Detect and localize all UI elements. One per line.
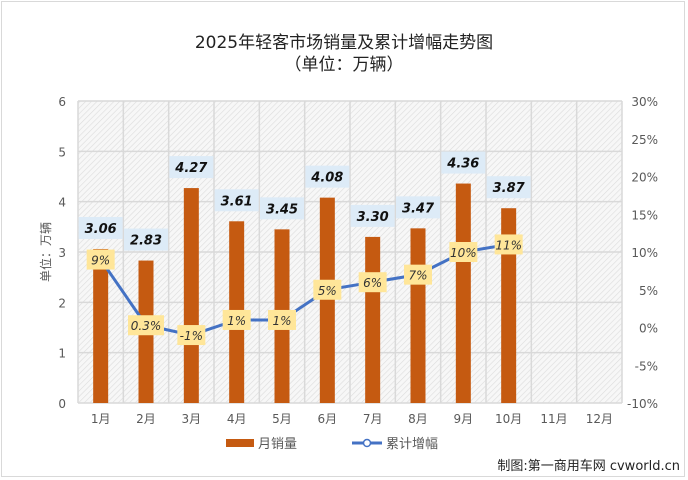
line-data-label: 1% xyxy=(272,314,291,328)
y2-tick-label: 25% xyxy=(631,133,658,147)
x-tick-label: 4月 xyxy=(227,412,247,426)
y-tick-label: 2 xyxy=(58,296,66,310)
x-tick-label: 10月 xyxy=(495,412,522,426)
legend-bar-label: 月销量 xyxy=(258,437,297,452)
line-label-bg xyxy=(449,242,478,262)
line-series xyxy=(99,242,509,337)
line-data-label: 9% xyxy=(91,254,110,268)
bar-label-bg xyxy=(78,216,123,239)
line-data-label: 0.3% xyxy=(131,319,162,333)
x-tick-label: 11月 xyxy=(540,412,567,426)
line-label-bg xyxy=(128,315,164,336)
y-tick-label: 4 xyxy=(58,196,66,210)
bar-label-bg xyxy=(350,204,395,227)
bar-data-label: 3.87 xyxy=(493,181,526,196)
bar-label-bg xyxy=(441,151,486,174)
line-label-bg xyxy=(222,309,251,330)
y-tick-label: 3 xyxy=(58,246,66,260)
y2-tick-label: 30% xyxy=(631,95,658,109)
bar-label-bg xyxy=(169,156,214,179)
line-label-bg xyxy=(404,264,432,285)
x-tick-label: 12月 xyxy=(586,412,613,426)
line-data-label: 11% xyxy=(495,238,522,252)
x-tick-label: 3月 xyxy=(182,412,202,426)
line-data-label: 6% xyxy=(363,276,382,290)
bar-data-label: 3.30 xyxy=(357,210,389,225)
y2-tick-label: 10% xyxy=(631,246,658,260)
line-data-label: 1% xyxy=(227,314,246,328)
line-label-bg xyxy=(177,325,206,346)
bar-data-label: 3.06 xyxy=(85,222,117,237)
bar-data-label: 3.45 xyxy=(266,202,298,217)
y2-tick-label: 15% xyxy=(631,208,658,222)
x-tick-label: 6月 xyxy=(318,412,338,426)
x-tick-label: 5月 xyxy=(272,412,292,426)
bar-data-label: 4.08 xyxy=(310,171,343,186)
y-tick-label: 6 xyxy=(58,95,66,109)
bar xyxy=(501,208,517,403)
y-tick-label: 1 xyxy=(58,347,66,361)
bar-label-bg xyxy=(260,197,304,220)
bar-label-bg xyxy=(214,189,259,212)
legend-bar-swatch xyxy=(226,439,254,447)
x-tick-label: 1月 xyxy=(91,412,111,426)
y2-tick-label: -10% xyxy=(627,397,658,411)
chart-credit: 制图:第一商用车网 cvworld.cn xyxy=(497,459,680,474)
line-data-label: 7% xyxy=(408,269,427,283)
x-tick-label: 7月 xyxy=(363,412,383,426)
legend-line-label: 累计增幅 xyxy=(386,437,438,452)
bar xyxy=(93,248,109,403)
bar-label-bg xyxy=(305,165,350,188)
y2-tick-label: -5% xyxy=(635,359,658,373)
bar xyxy=(410,228,426,403)
bar-data-label: 3.47 xyxy=(402,201,435,216)
bar xyxy=(365,236,381,403)
line-label-bg xyxy=(268,309,296,330)
y2-tick-label: 0% xyxy=(639,322,658,336)
x-tick-label: 8月 xyxy=(408,412,428,426)
line-label-bg xyxy=(313,279,342,300)
line-data-label: -1% xyxy=(180,329,203,343)
bar-label-bg xyxy=(396,196,440,219)
bar-label-bg xyxy=(486,176,531,199)
line-data-label: 5% xyxy=(318,284,337,298)
line-label-bg xyxy=(86,249,115,270)
bar xyxy=(183,188,199,403)
chart-title: 2025年轻客市场销量及累计增幅走势图 xyxy=(194,33,494,53)
y2-tick-label: 5% xyxy=(639,284,658,298)
x-tick-label: 9月 xyxy=(454,412,474,426)
chart-subtitle: （单位：万辆） xyxy=(284,55,404,75)
y-tick-label: 5 xyxy=(58,145,66,159)
bar xyxy=(319,197,335,403)
bar-label-bg xyxy=(124,228,168,251)
line-label-bg xyxy=(358,272,387,293)
y2-tick-label: 20% xyxy=(631,171,658,185)
legend-line-marker xyxy=(362,438,372,448)
bar xyxy=(455,183,471,403)
x-tick-label: 2月 xyxy=(136,412,156,426)
bar-data-label: 2.83 xyxy=(130,234,162,249)
line-data-label: 10% xyxy=(450,246,477,260)
bar-data-label: 4.36 xyxy=(446,157,479,172)
y-axis-label: 单位：万辆 xyxy=(38,222,53,282)
line-label-bg xyxy=(494,234,523,255)
bar-data-label: 3.61 xyxy=(221,194,253,209)
y-tick-label: 0 xyxy=(58,397,66,411)
bar-data-label: 4.27 xyxy=(174,161,208,176)
